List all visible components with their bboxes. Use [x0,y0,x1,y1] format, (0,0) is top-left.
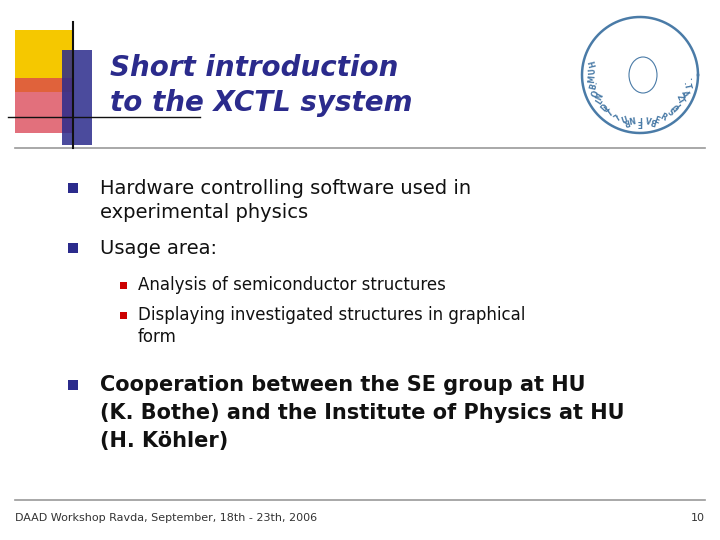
Text: L: L [595,97,605,106]
Text: Z: Z [678,91,689,100]
Bar [68,380,78,390]
Text: V: V [644,117,652,127]
Text: 10: 10 [691,513,705,523]
Text: E: E [637,118,643,127]
Text: Analysis of semiconductor structures: Analysis of semiconductor structures [138,276,446,294]
Text: ·: · [614,113,621,122]
Text: form: form [138,328,177,346]
Text: O: O [590,90,601,99]
Text: H: H [588,59,598,68]
Text: I: I [672,103,680,111]
Text: Displaying investigated structures in graphical: Displaying investigated structures in gr… [138,306,526,324]
Text: T: T [606,108,616,118]
Text: ·: · [588,80,598,85]
Text: (K. Bothe) and the Institute of Physics at HU: (K. Bothe) and the Institute of Physics … [100,403,624,423]
Text: Short introduction: Short introduction [110,54,398,82]
Text: to the XCTL system: to the XCTL system [110,89,413,117]
Text: Usage area:: Usage area: [100,239,217,258]
Text: M: M [588,75,597,83]
Text: T: T [682,82,692,90]
Text: I: I [639,118,642,127]
Text: R: R [659,112,668,122]
Text: B: B [588,83,598,91]
Text: experimental physics: experimental physics [100,202,308,221]
Text: R: R [623,116,631,126]
Text: E: E [652,115,660,125]
Text: N: N [629,118,636,127]
Bar [15,30,73,92]
Text: ·: · [683,80,692,85]
Text: Ä: Ä [679,89,690,98]
Text: Hardware controlling software used in: Hardware controlling software used in [100,179,471,198]
Text: S: S [665,107,675,118]
Text: U: U [621,115,629,126]
Bar [120,281,127,288]
Bar [68,183,78,193]
Bar [15,78,73,133]
Text: U: U [670,102,681,112]
Text: I: I [600,103,608,111]
Bar [120,312,127,319]
Text: DAAD Workshop Ravda, September, 18th - 23th, 2006: DAAD Workshop Ravda, September, 18th - 2… [15,513,317,523]
Text: L: L [610,110,618,120]
Text: (H. Köhler): (H. Köhler) [100,431,228,451]
Text: ·: · [683,76,693,80]
Text: T: T [675,96,686,105]
Text: B: B [649,116,657,126]
Bar [68,243,78,253]
Text: Cooperation between the SE group at HU: Cooperation between the SE group at HU [100,375,585,395]
Bar [62,50,92,145]
Text: U: U [588,68,597,75]
Text: D: D [599,102,611,113]
Text: N: N [591,91,602,100]
